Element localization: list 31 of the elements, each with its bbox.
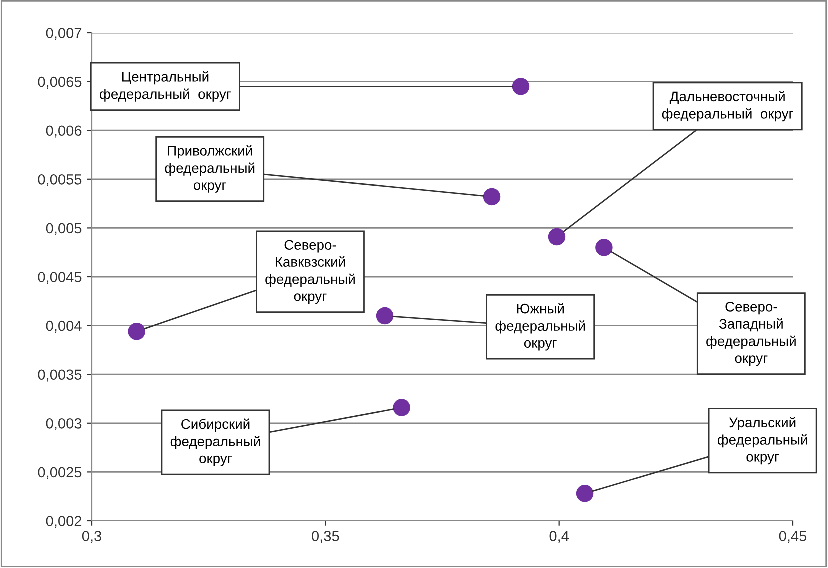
point (393, 399, 410, 416)
y-tick-label: 0,0035 (38, 370, 82, 382)
y-tick-label: 0,002 (46, 516, 82, 528)
annotation: Центральный федеральный округ (100, 71, 232, 102)
x-tick-label: 0,45 (779, 531, 807, 544)
annotation: Северо- Западный федеральный округ (706, 302, 796, 366)
annotation: Южный федеральный округ (496, 303, 586, 351)
y-tick-label: 0,0045 (38, 272, 82, 284)
x-tick-label: 0,4 (550, 531, 570, 544)
annotation: Уральский федеральный округ (718, 417, 808, 465)
annotation: Приволжский федеральный округ (165, 145, 255, 193)
x-tick-label: 0,35 (312, 531, 340, 544)
annotation: Северо- Кавквзский федеральный округ (266, 240, 355, 304)
y-tick-label: 0,005 (46, 223, 82, 236)
point (376, 307, 394, 325)
y-tick-label: 0,006 (46, 126, 82, 138)
y-tick-label: 0,003 (46, 418, 82, 431)
annotation: Дальневосточный федеральный округ (662, 91, 794, 122)
x-tick-label: 0,3 (82, 531, 102, 544)
point (128, 323, 146, 340)
annotation: Сибирский федеральный округ (170, 418, 260, 466)
point (576, 485, 594, 502)
point (483, 188, 501, 206)
y-tick-label: 0,0055 (38, 174, 82, 187)
point (512, 78, 530, 96)
y-tick-label: 0,004 (46, 320, 82, 333)
y-tick-label: 0,007 (46, 28, 82, 40)
point (596, 239, 613, 256)
y-tick-label: 0,0025 (38, 467, 82, 480)
y-tick-label: 0,0065 (38, 76, 82, 89)
point (548, 228, 566, 246)
